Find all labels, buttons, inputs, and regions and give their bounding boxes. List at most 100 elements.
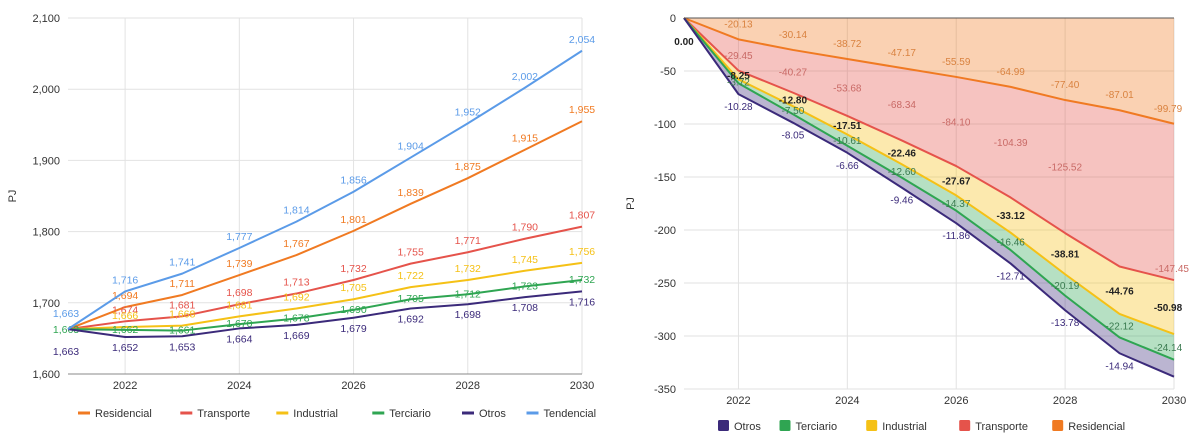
y-axis-title: PJ — [7, 190, 19, 203]
area-band-terciario — [684, 18, 1174, 360]
data-label: 1,705 — [340, 282, 366, 294]
data-label: -29.45 — [724, 51, 753, 62]
y-tick-label: 0 — [670, 13, 676, 25]
data-label: -20.19 — [1051, 281, 1080, 292]
data-label: -11.86 — [942, 231, 970, 242]
data-label: -33.12 — [996, 211, 1025, 222]
series-line-otros — [67, 290, 583, 338]
data-label: -9.46 — [890, 196, 913, 207]
legend-swatch-transporte — [180, 411, 193, 415]
x-tick-label: 2028 — [1053, 395, 1077, 407]
data-label: -10.28 — [724, 102, 753, 113]
data-label: 1,681 — [226, 299, 252, 311]
area-line-industrial — [683, 17, 1175, 336]
legend-swatch-terciario — [779, 420, 791, 431]
legend-label-transporte: Transporte — [975, 421, 1028, 433]
data-label: -27.67 — [942, 177, 971, 188]
data-label: 1,666 — [112, 310, 138, 322]
data-label: 1,661 — [169, 325, 195, 337]
data-label: 1,663 — [53, 308, 79, 320]
legend-label-terciario: Terciario — [796, 421, 838, 433]
data-label: 1,732 — [569, 274, 595, 286]
data-label: -125.52 — [1048, 163, 1082, 174]
data-label: 1,745 — [512, 254, 538, 266]
data-label: 1,777 — [226, 231, 252, 243]
legend-label-tendencial: Tendencial — [544, 408, 597, 420]
x-tick-label: 2022 — [113, 380, 137, 392]
data-label: 1,790 — [512, 222, 538, 234]
data-label: -53.68 — [833, 83, 862, 94]
data-label: 1,755 — [398, 247, 424, 259]
data-label: -6.66 — [836, 161, 859, 172]
data-label: -13.78 — [1051, 318, 1080, 329]
legend-swatch-residencial — [78, 411, 90, 415]
data-label: -38.72 — [833, 39, 862, 50]
legend-label-residencial: Residencial — [95, 408, 152, 420]
data-label: 1,698 — [226, 287, 252, 299]
data-label: -7.50 — [781, 106, 804, 117]
data-label: 1,662 — [112, 324, 138, 336]
data-label: 1,712 — [455, 288, 481, 300]
data-label: 1,678 — [283, 312, 309, 324]
data-label: -84.10 — [942, 117, 971, 128]
data-label: 1,904 — [398, 141, 424, 153]
y-tick-label: -300 — [654, 331, 676, 343]
data-label: -12.71 — [996, 272, 1025, 283]
legend-swatch-otros — [462, 411, 474, 415]
data-label: 1,955 — [569, 104, 595, 116]
area-band-transporte — [684, 18, 1174, 281]
data-label: -14.94 — [1105, 361, 1134, 372]
legend-label-industrial: Industrial — [293, 408, 338, 420]
data-label: 1,767 — [283, 238, 309, 250]
y-tick-label: -200 — [654, 225, 676, 237]
data-label: 1,814 — [283, 205, 309, 217]
data-label: 1,839 — [398, 187, 424, 199]
y-tick-label: 1,700 — [32, 298, 60, 310]
data-label: -16.46 — [996, 237, 1025, 248]
data-label: 1,739 — [226, 258, 252, 270]
series-line-residencial — [67, 120, 583, 331]
data-label: -55.59 — [942, 57, 971, 68]
data-label: 1,674 — [112, 304, 138, 316]
data-label: 1,679 — [340, 323, 366, 335]
data-label: 1,692 — [398, 313, 424, 325]
data-label: -30.14 — [779, 30, 808, 41]
series-line-transporte — [67, 225, 583, 331]
y-tick-label: -350 — [654, 384, 676, 396]
y-tick-label: 1,900 — [32, 155, 60, 167]
data-label: 1,705 — [398, 293, 424, 305]
legend-label-transporte: Transporte — [197, 408, 250, 420]
y-tick-label: -150 — [654, 172, 676, 184]
data-label: -44.76 — [1105, 286, 1134, 297]
legend-swatch-industrial — [276, 411, 289, 415]
data-label: 2,054 — [569, 34, 595, 46]
y-tick-label: 1,600 — [32, 369, 60, 381]
legend-label-terciario: Terciario — [389, 408, 431, 420]
left-chart-panel: 1,600 1,700 1,800 1,900 2,000 2,100 2022 2024 20… — [0, 0, 596, 437]
data-label: -22.46 — [888, 148, 917, 159]
legend-swatch-terciario — [372, 411, 385, 415]
data-label: -99.79 — [1154, 104, 1183, 115]
data-label: 1,681 — [169, 299, 195, 311]
reduction-area-chart: 0 -50 -100 -150 -200 -250 -300 -350 2022 2024 2026… — [625, 13, 1189, 433]
data-label: -47.17 — [888, 48, 917, 59]
data-label: 1,716 — [112, 274, 138, 286]
data-label: 0.00 — [674, 37, 694, 48]
data-label: -68.34 — [888, 100, 917, 111]
x-tick-label: 2022 — [726, 395, 750, 407]
data-label: -40.27 — [779, 67, 808, 78]
data-label: -64.99 — [996, 67, 1025, 78]
data-label: 1,669 — [283, 330, 309, 342]
x-tick-label: 2024 — [227, 380, 251, 392]
legend-label-residencial: Residencial — [1068, 421, 1125, 433]
x-tick-label: 2028 — [456, 380, 480, 392]
area-band-residencial — [684, 18, 1174, 124]
data-label: 1,711 — [169, 278, 195, 290]
area-line-residencial — [683, 17, 1175, 125]
data-label: -38.81 — [1051, 250, 1080, 261]
data-label: -104.39 — [994, 138, 1028, 149]
data-label: 1,915 — [512, 133, 538, 145]
data-label: 2,002 — [512, 71, 538, 83]
y-tick-label: -50 — [660, 66, 676, 78]
data-label: 1,722 — [398, 270, 424, 282]
